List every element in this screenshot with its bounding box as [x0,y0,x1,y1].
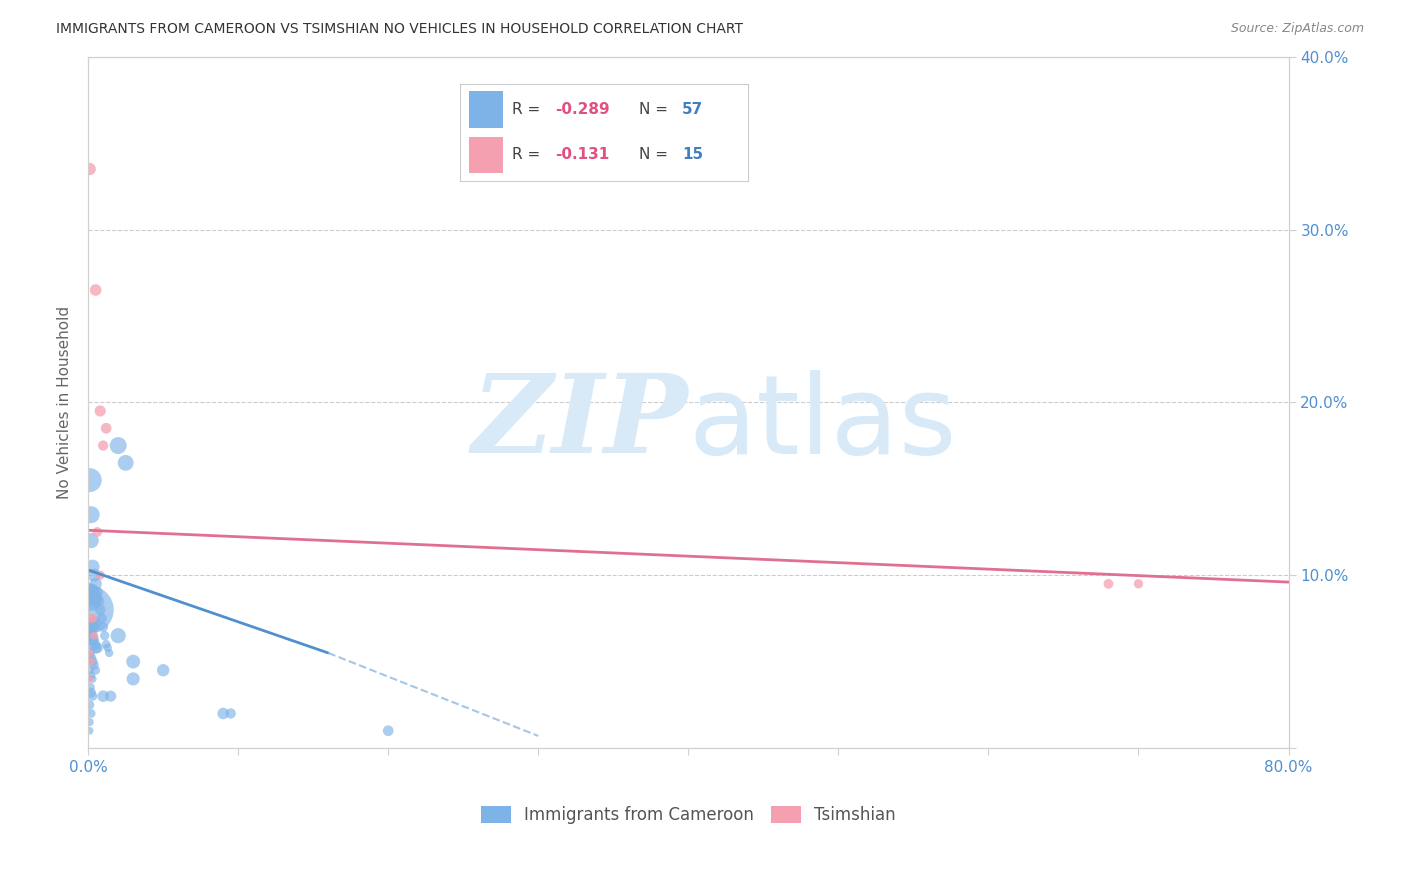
Y-axis label: No Vehicles in Household: No Vehicles in Household [58,306,72,499]
Point [89,568,111,582]
Point [79,161,101,176]
Point [82,559,104,574]
Point [84,283,107,297]
Point [107,629,129,643]
Point [80,651,103,665]
Point [80,533,103,548]
Point [98,646,121,660]
Point [79,698,101,712]
Point [1128,577,1150,591]
Point [87,594,110,608]
Point [152,663,174,677]
Legend: Immigrants from Cameroon, Tsimshian: Immigrants from Cameroon, Tsimshian [472,797,904,832]
Point [93,629,115,643]
Point [212,706,235,721]
Point [82,632,104,647]
Point [82,620,104,634]
Point [82,611,104,625]
Point [96,421,118,435]
Point [377,723,399,738]
Point [89,404,111,418]
Point [82,672,104,686]
Point [79,715,101,730]
Point [80,632,103,647]
Point [79,603,101,617]
Point [86,524,108,539]
Point [79,672,101,686]
Point [80,508,103,522]
Point [80,706,103,721]
Point [79,663,101,677]
Point [219,706,242,721]
Point [83,629,105,643]
Point [80,611,103,625]
Point [89,603,111,617]
Point [79,629,101,643]
Point [100,689,122,703]
Point [83,616,105,631]
Point [86,585,108,599]
Point [79,681,101,695]
Point [79,585,101,599]
Point [90,611,112,625]
Point [122,672,145,686]
Point [96,637,118,651]
Point [80,594,103,608]
Text: atlas: atlas [689,369,957,476]
Point [80,655,103,669]
Point [83,592,105,607]
Point [80,620,103,634]
Text: ZIP: ZIP [471,369,689,477]
Point [91,620,114,634]
Point [84,640,107,655]
Point [80,686,103,700]
Point [84,577,107,591]
Point [80,668,103,682]
Point [79,723,101,738]
Point [82,689,104,703]
Point [80,585,103,599]
Point [1097,577,1119,591]
Point [79,646,101,660]
Point [82,655,104,669]
Point [84,663,107,677]
Point [83,637,105,651]
Point [114,456,136,470]
Point [79,620,101,634]
Point [83,568,105,582]
Text: Source: ZipAtlas.com: Source: ZipAtlas.com [1230,22,1364,36]
Point [86,640,108,655]
Point [79,646,101,660]
Point [79,473,101,487]
Text: IMMIGRANTS FROM CAMEROON VS TSIMSHIAN NO VEHICLES IN HOUSEHOLD CORRELATION CHART: IMMIGRANTS FROM CAMEROON VS TSIMSHIAN NO… [56,22,744,37]
Point [83,658,105,673]
Point [122,655,145,669]
Point [107,439,129,453]
Point [91,439,114,453]
Point [97,640,120,655]
Point [91,689,114,703]
Point [82,589,104,603]
